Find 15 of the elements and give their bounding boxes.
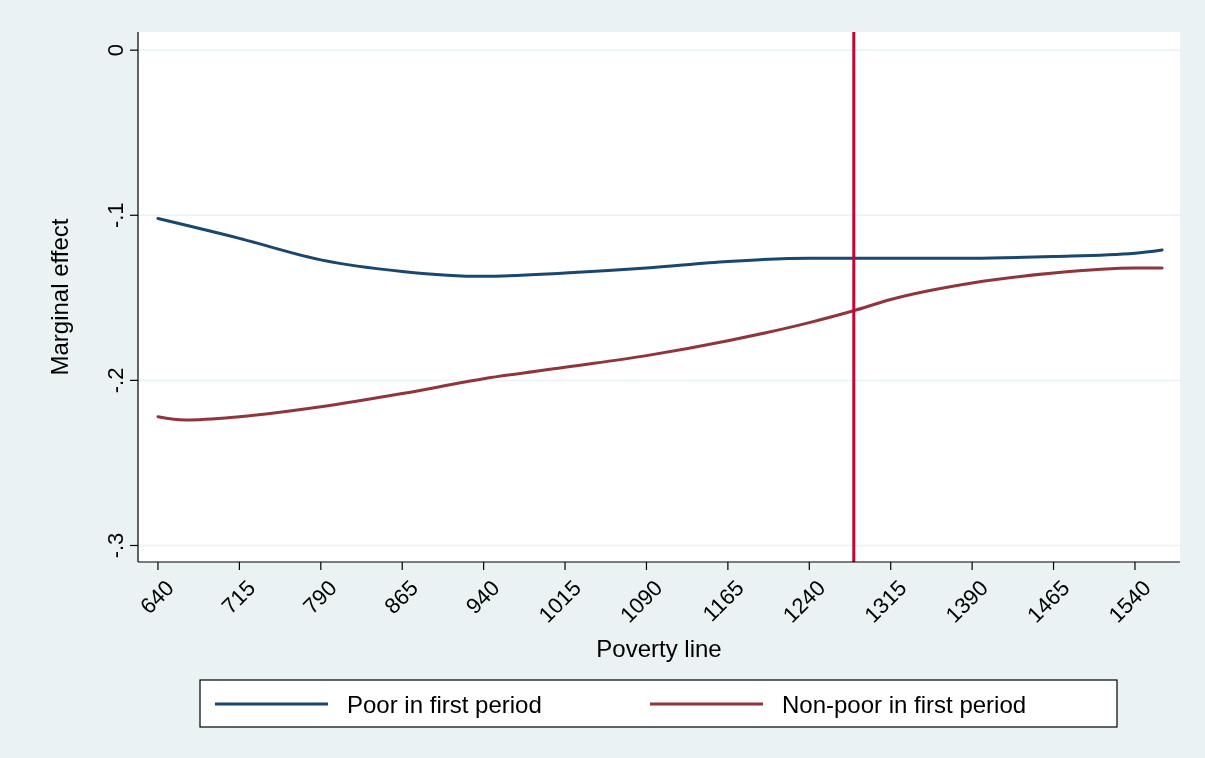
x-tick-label: 640	[135, 575, 179, 619]
x-axis-title: Poverty line	[596, 635, 722, 662]
y-tick-label: -.1	[103, 202, 129, 229]
line-series	[156, 266, 1164, 422]
x-tick-label: 715	[216, 575, 261, 619]
y-tick-label: 0	[103, 44, 129, 57]
x-tick-label: 940	[460, 575, 505, 619]
y-axis-title: Marginal effect	[46, 218, 73, 376]
y-tick-label: -.2	[103, 367, 129, 394]
legend-label: Poor in first period	[347, 690, 542, 718]
x-tick-label: 865	[379, 575, 424, 619]
legend-label: Non-poor in first period	[782, 690, 1027, 718]
line-series	[156, 217, 1164, 278]
y-tick-label: -.3	[103, 532, 129, 559]
x-tick-label: 790	[298, 575, 342, 619]
